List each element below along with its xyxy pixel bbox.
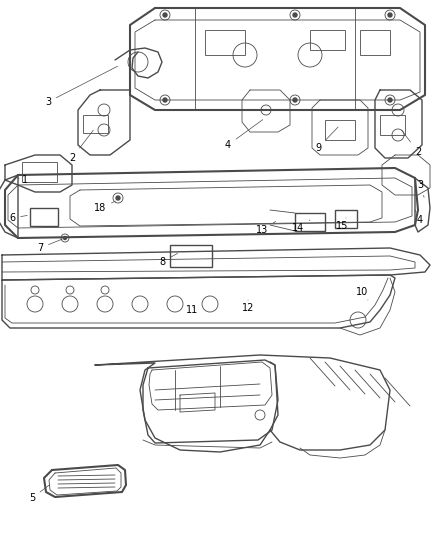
- Bar: [205, 30, 245, 55]
- Text: 13: 13: [256, 222, 276, 235]
- Bar: [360, 30, 390, 55]
- Text: 7: 7: [37, 239, 63, 253]
- Text: 4: 4: [225, 119, 263, 150]
- Text: 2: 2: [69, 130, 93, 163]
- Bar: [380, 115, 405, 135]
- Circle shape: [388, 13, 392, 17]
- Circle shape: [388, 98, 392, 102]
- Circle shape: [293, 13, 297, 17]
- Circle shape: [163, 98, 167, 102]
- Text: 4: 4: [415, 210, 423, 225]
- Bar: [22, 162, 57, 182]
- Bar: [170, 245, 212, 267]
- Text: 3: 3: [45, 66, 117, 107]
- Text: 9: 9: [315, 127, 338, 153]
- Text: 1: 1: [18, 175, 28, 185]
- Circle shape: [116, 196, 120, 200]
- Bar: [310, 30, 345, 50]
- Bar: [83, 115, 108, 133]
- Text: 14: 14: [292, 220, 310, 233]
- Bar: [295, 213, 325, 231]
- Text: 15: 15: [336, 218, 348, 231]
- Circle shape: [163, 13, 167, 17]
- Text: 8: 8: [159, 253, 177, 267]
- Bar: [335, 210, 357, 228]
- Text: 5: 5: [29, 484, 50, 503]
- Text: 2: 2: [402, 130, 421, 157]
- Bar: [325, 120, 355, 140]
- Text: 6: 6: [9, 213, 27, 223]
- Circle shape: [293, 98, 297, 102]
- Text: 12: 12: [242, 300, 254, 313]
- Text: 3: 3: [417, 180, 424, 197]
- Bar: [30, 208, 58, 226]
- Circle shape: [64, 237, 67, 239]
- Text: 11: 11: [186, 305, 198, 315]
- Text: 18: 18: [94, 201, 116, 213]
- Text: 10: 10: [356, 287, 368, 300]
